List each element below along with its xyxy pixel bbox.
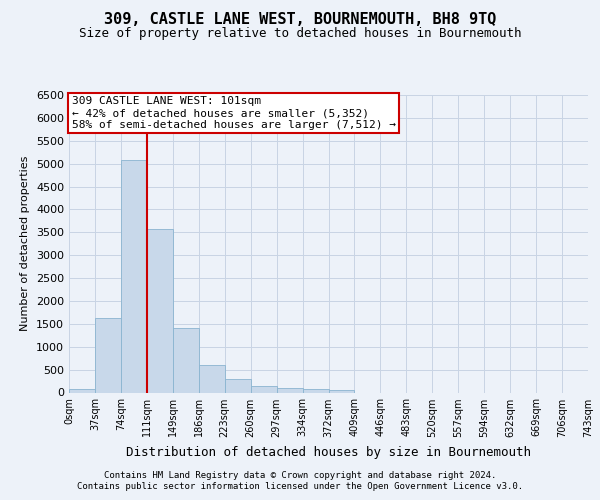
Bar bbox=[173, 328, 199, 392]
Bar bbox=[277, 388, 302, 392]
Y-axis label: Number of detached properties: Number of detached properties bbox=[20, 156, 31, 332]
Text: 309 CASTLE LANE WEST: 101sqm
← 42% of detached houses are smaller (5,352)
58% of: 309 CASTLE LANE WEST: 101sqm ← 42% of de… bbox=[71, 96, 395, 130]
Text: Size of property relative to detached houses in Bournemouth: Size of property relative to detached ho… bbox=[79, 28, 521, 40]
Bar bbox=[329, 390, 355, 392]
Text: Distribution of detached houses by size in Bournemouth: Distribution of detached houses by size … bbox=[127, 446, 532, 459]
Bar bbox=[225, 379, 251, 392]
Bar bbox=[147, 229, 173, 392]
Bar bbox=[251, 386, 277, 392]
Bar bbox=[121, 160, 147, 392]
Text: 309, CASTLE LANE WEST, BOURNEMOUTH, BH8 9TQ: 309, CASTLE LANE WEST, BOURNEMOUTH, BH8 … bbox=[104, 12, 496, 28]
Text: Contains HM Land Registry data © Crown copyright and database right 2024.: Contains HM Land Registry data © Crown c… bbox=[104, 471, 496, 480]
Bar bbox=[302, 390, 329, 392]
Bar bbox=[95, 318, 121, 392]
Bar bbox=[199, 366, 224, 392]
Bar bbox=[69, 389, 95, 392]
Text: Contains public sector information licensed under the Open Government Licence v3: Contains public sector information licen… bbox=[77, 482, 523, 491]
